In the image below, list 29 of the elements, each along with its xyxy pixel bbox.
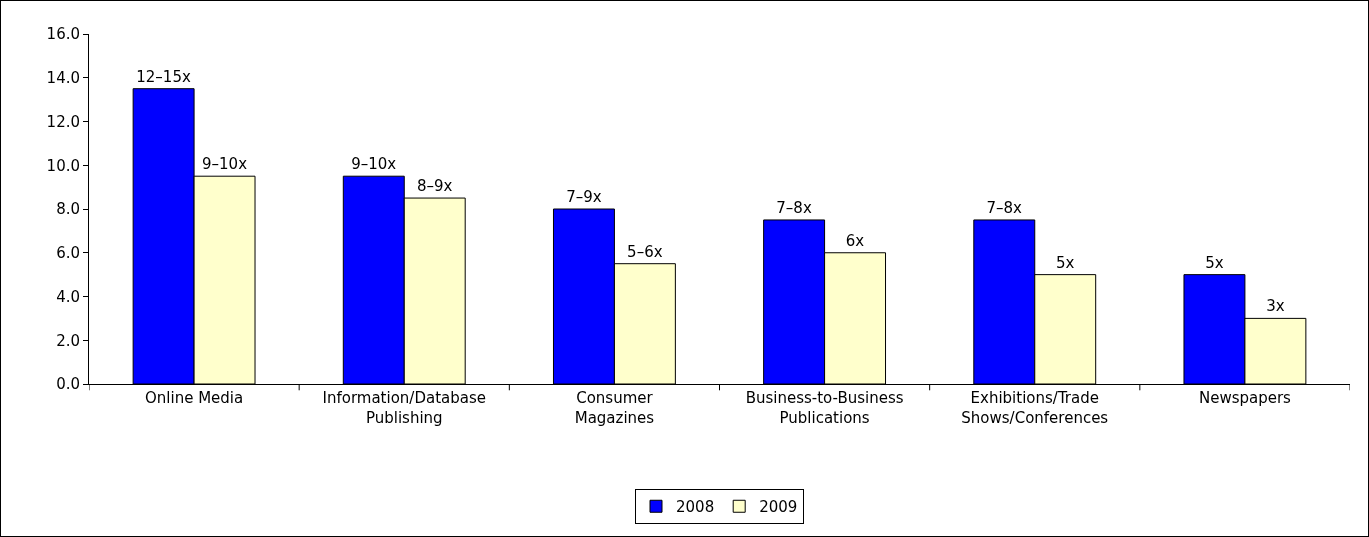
- y-tick-label: 16.0: [46, 25, 80, 44]
- x-tick-label: Business-to-Business Publications: [745, 389, 904, 427]
- x-tick-label: Information/Database Publishing: [322, 389, 486, 427]
- legend-label: 2009: [759, 498, 798, 517]
- x-tick-label: Exhibitions/Trade Shows/Conferences: [961, 389, 1109, 427]
- data-label: 7–9x: [566, 188, 602, 206]
- data-label: 5x: [1055, 253, 1075, 272]
- y-tick-label: 14.0: [46, 69, 80, 87]
- data-label: 7–8x: [986, 198, 1023, 217]
- data-label: 3x: [1266, 297, 1285, 316]
- data-label: 7–8x: [776, 198, 812, 217]
- legend-label: 2008: [676, 498, 715, 517]
- y-tick-label: 12.0: [46, 112, 80, 131]
- x-tick-label: Online Media: [144, 389, 244, 407]
- y-tick-label: 0.0: [56, 375, 80, 394]
- y-tick-label: 2.0: [56, 331, 80, 350]
- data-label: 9–10x: [201, 155, 248, 174]
- x-tick-label: Newspapers: [1198, 389, 1292, 407]
- data-label: 5–6x: [627, 242, 663, 261]
- data-label: 9–10x: [351, 155, 397, 174]
- y-tick-label: 4.0: [56, 287, 80, 306]
- y-tick-label: 8.0: [56, 200, 80, 219]
- y-tick-label: 10.0: [46, 156, 80, 175]
- data-label: 12–15x: [136, 67, 191, 86]
- y-tick-label: 6.0: [56, 244, 80, 262]
- data-label: 5x: [1205, 253, 1224, 272]
- data-label: 8–9x: [416, 177, 453, 196]
- data-label: 6x: [845, 231, 865, 250]
- x-tick-label: Consumer Magazines: [574, 389, 655, 427]
